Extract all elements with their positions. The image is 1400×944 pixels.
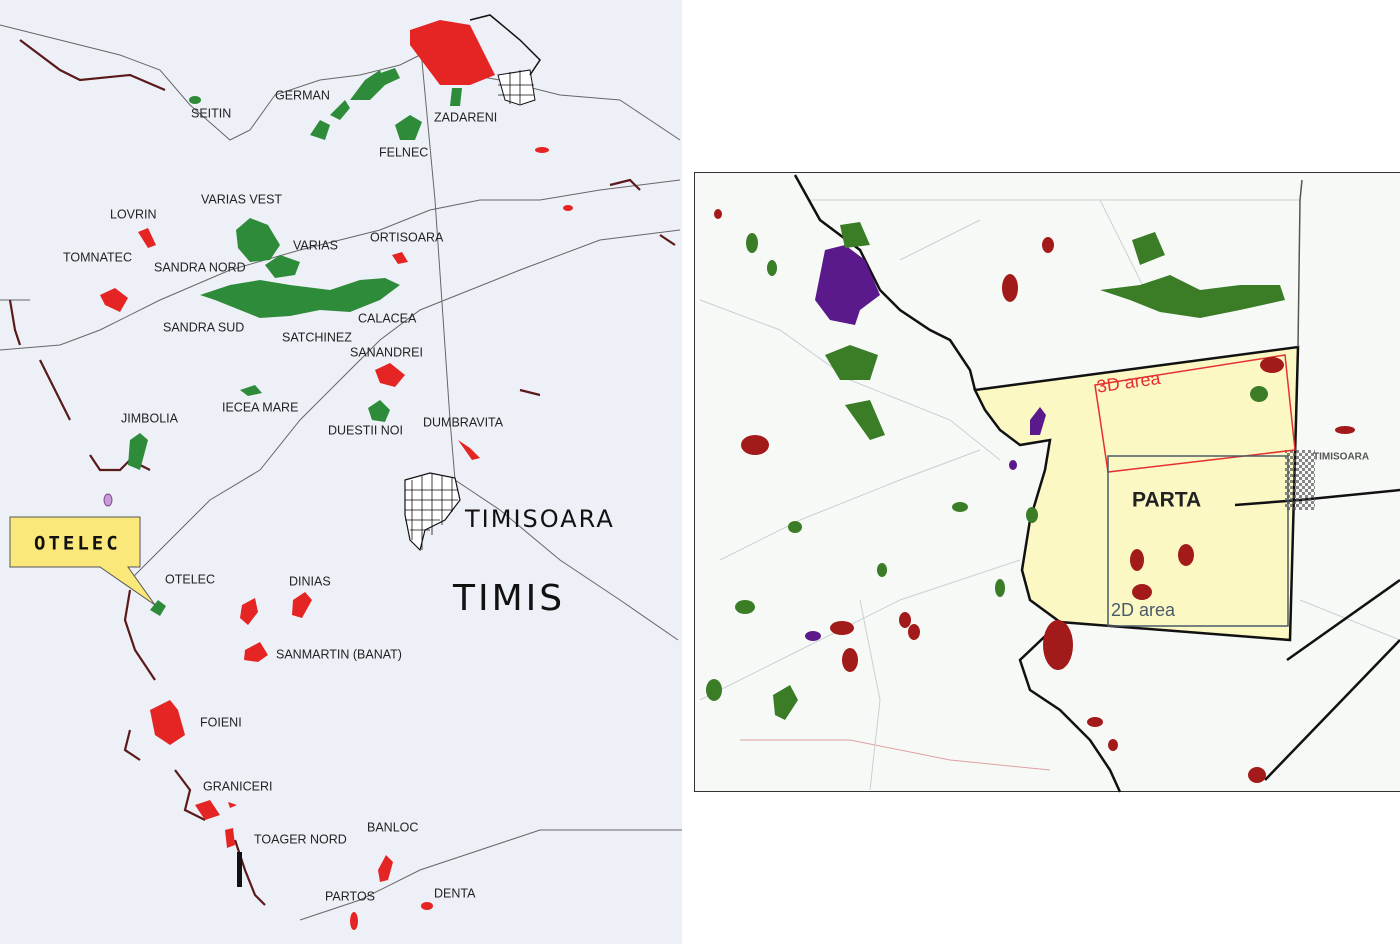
field-purple-shape	[103, 493, 113, 507]
field-sanmartin-shape-2	[244, 642, 268, 662]
right-fields	[706, 209, 1355, 783]
label-banloc: BANLOC	[367, 820, 418, 834]
callout-label: OTELEC	[34, 533, 121, 555]
field-dinias-shape	[292, 592, 312, 618]
field-duestii-noi-shape	[368, 400, 390, 422]
field-zadareni-shape	[410, 20, 495, 85]
label-varias: VARIAS	[293, 238, 338, 252]
field-tomnatec-shape	[100, 288, 128, 312]
otelec-callout: OTELEC	[9, 516, 156, 606]
field-foieni-shape	[150, 700, 185, 745]
area-3d-outline	[1094, 354, 1296, 473]
field-sanandrei-shape	[375, 363, 405, 387]
roads	[0, 24, 682, 921]
field-ortisoara-shape	[392, 252, 408, 264]
field-labels: SEITIN GERMAN ZADARENI FELNEC VARIAS VES…	[63, 88, 504, 903]
field-sandra-satchinez-calacea-shape	[200, 278, 400, 318]
field-partos-shape	[350, 912, 358, 930]
label-partos: PARTOS	[325, 889, 375, 903]
field-denta-shape	[421, 902, 433, 910]
label-foieni: FOIENI	[200, 715, 242, 729]
label-dinias: DINIAS	[289, 574, 331, 588]
label-denta: DENTA	[434, 886, 476, 900]
label-german: GERMAN	[275, 88, 330, 102]
field-seitin-shape	[189, 96, 201, 104]
right-roads	[699, 199, 1400, 791]
label-sanmartin: SANMARTIN (BANAT)	[276, 647, 402, 661]
field-sanmartin-shape-1	[240, 598, 258, 625]
label-calacea: CALACEA	[358, 311, 417, 325]
field-varias-shape	[265, 255, 300, 278]
label-satchinez: SATCHINEZ	[282, 330, 352, 344]
field-felnec-shape	[395, 115, 422, 140]
field-jimbolia-shape	[128, 433, 148, 470]
label-sandra-nord: SANDRA NORD	[154, 260, 246, 274]
label-ortisoara: ORTISOARA	[370, 230, 444, 244]
label-iecea-mare: IECEA MARE	[222, 400, 298, 414]
left-map-background	[0, 0, 682, 944]
timisoara-city-icon	[404, 14, 541, 552]
label-felnec: FELNEC	[379, 145, 428, 159]
label-sandra-sud: SANDRA SUD	[163, 320, 244, 334]
left-map: SEITIN GERMAN ZADARENI FELNEC VARIAS VES…	[0, 0, 682, 944]
label-jimbolia: JIMBOLIA	[121, 411, 179, 425]
oil-fields	[100, 20, 573, 930]
area-2d-outline	[1107, 455, 1289, 627]
field-banloc-shape	[378, 855, 393, 882]
label-2d-area: 2D area	[1111, 600, 1176, 620]
label-toager-nord: TOAGER NORD	[254, 832, 347, 846]
label-varias-vest: VARIAS VEST	[201, 192, 282, 206]
label-timisoara-right: TIMISOARA	[1313, 452, 1369, 463]
border-line	[793, 174, 977, 391]
label-graniceri: GRANICERI	[203, 779, 272, 793]
county-border	[8, 39, 676, 906]
field-dumbravita-shape	[458, 440, 480, 460]
county-label-timis: TIMIS	[452, 578, 565, 619]
field-otelec-shape	[150, 600, 166, 616]
field-graniceri-shape	[195, 800, 237, 820]
label-parta: PARTA	[1132, 489, 1201, 512]
field-varias-vest-shape	[236, 218, 280, 262]
label-dumbravita: DUMBRAVITA	[423, 415, 504, 429]
field-german-shape	[310, 68, 400, 140]
label-duestii-noi: DUESTII NOI	[328, 423, 403, 437]
field-iecea-mare-shape	[240, 385, 262, 396]
field-lovrin-shape	[138, 228, 156, 248]
city-label-timisoara: TIMISOARA	[464, 505, 615, 533]
label-otelec: OTELEC	[165, 572, 215, 586]
label-sanandrei: SANANDREI	[350, 345, 423, 359]
label-tomnatec: TOMNATEC	[63, 250, 132, 264]
label-lovrin: LOVRIN	[110, 207, 157, 221]
field-toager-nord-shape	[225, 828, 235, 848]
gas-fields	[103, 68, 422, 616]
label-zadareni: ZADARENI	[434, 110, 497, 124]
right-map: 3D area 2D area PARTA TIMISOARA	[694, 172, 1400, 793]
label-seitin: SEITIN	[191, 106, 231, 120]
